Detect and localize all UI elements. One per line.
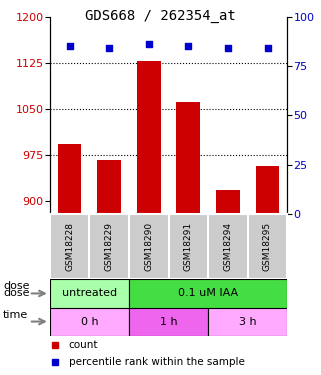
Text: 0 h: 0 h xyxy=(81,316,98,327)
Text: GSM18229: GSM18229 xyxy=(105,222,114,271)
Bar xyxy=(129,308,208,336)
Text: percentile rank within the sample: percentile rank within the sample xyxy=(69,357,245,368)
Text: GSM18295: GSM18295 xyxy=(263,222,272,271)
Text: GSM18290: GSM18290 xyxy=(144,222,153,271)
Bar xyxy=(97,160,121,214)
Bar xyxy=(208,308,287,336)
Point xyxy=(186,44,191,50)
Point xyxy=(107,45,112,51)
Text: count: count xyxy=(69,339,98,350)
Bar xyxy=(129,279,287,308)
Text: GSM18291: GSM18291 xyxy=(184,222,193,271)
Text: untreated: untreated xyxy=(62,288,117,298)
Point xyxy=(265,45,270,51)
Text: dose: dose xyxy=(3,281,30,291)
Text: time: time xyxy=(3,309,29,320)
Bar xyxy=(50,279,129,308)
Bar xyxy=(216,190,240,214)
Bar xyxy=(137,61,160,214)
Text: 0.1 uM IAA: 0.1 uM IAA xyxy=(178,288,238,298)
Bar xyxy=(50,308,129,336)
Bar xyxy=(256,166,279,214)
Text: GSM18294: GSM18294 xyxy=(223,222,232,271)
Text: 1 h: 1 h xyxy=(160,316,177,327)
Text: 3 h: 3 h xyxy=(239,316,256,327)
Text: dose: dose xyxy=(3,288,30,298)
Text: GSM18228: GSM18228 xyxy=(65,222,74,271)
Point xyxy=(146,42,151,48)
Bar xyxy=(177,102,200,214)
Text: GDS668 / 262354_at: GDS668 / 262354_at xyxy=(85,9,236,23)
Point xyxy=(67,44,72,50)
Bar xyxy=(58,144,82,214)
Point xyxy=(225,45,230,51)
